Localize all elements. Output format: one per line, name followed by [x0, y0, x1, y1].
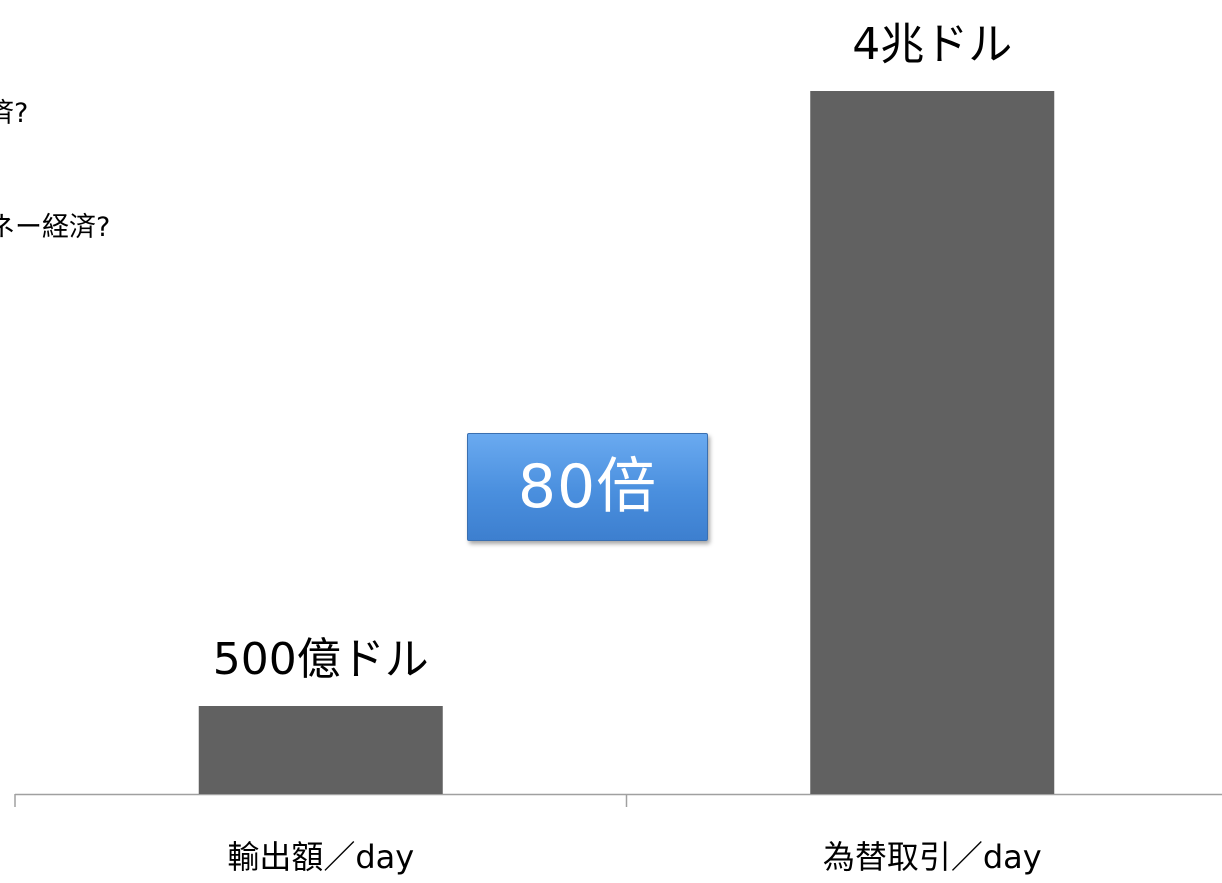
- ratio-callout-box: 80倍: [467, 433, 708, 541]
- background-text-line-2: ネー経済?: [0, 212, 111, 243]
- x-tick-label-2: 為替取引／day: [823, 838, 1042, 876]
- bar-1-data-label: 500億ドル: [213, 634, 429, 685]
- background-text-line-1: 経済?: [0, 98, 29, 129]
- x-tick-label-1: 輸出額／day: [227, 838, 414, 876]
- ratio-callout-label: 80倍: [517, 452, 658, 522]
- bar-1: [198, 706, 443, 794]
- bar-2-data-label: 4兆ドル: [852, 19, 1012, 70]
- bar-2: [810, 91, 1055, 794]
